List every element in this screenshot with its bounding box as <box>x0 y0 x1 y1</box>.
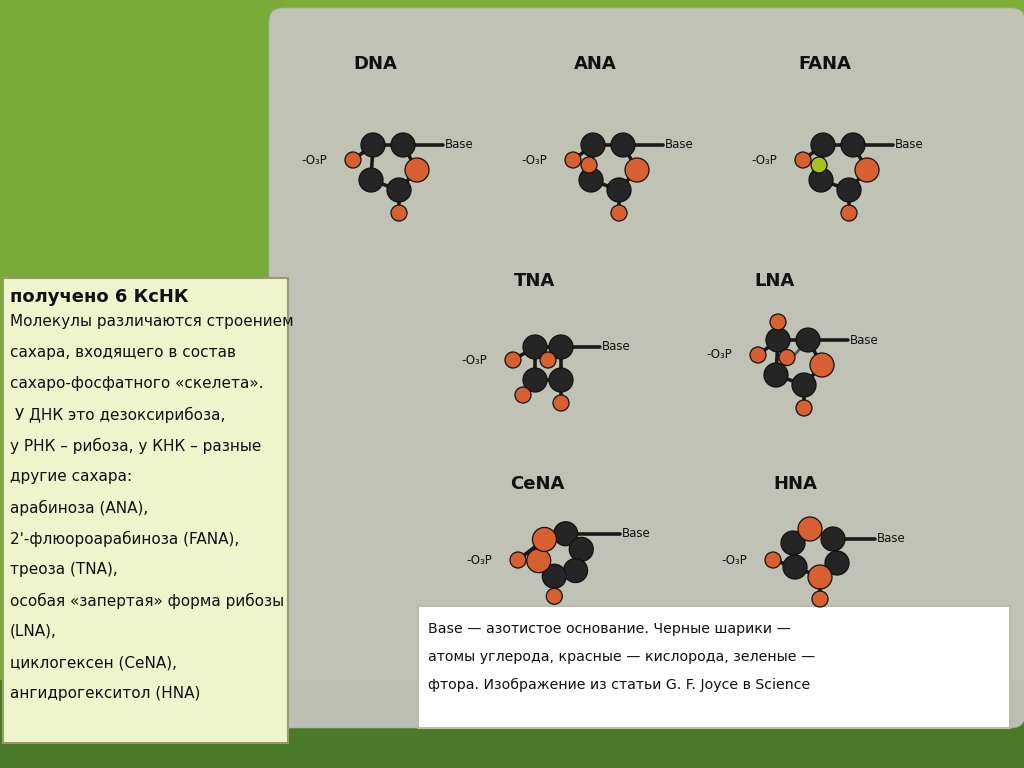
Circle shape <box>581 133 605 157</box>
Text: TNA: TNA <box>514 272 556 290</box>
Circle shape <box>569 538 593 561</box>
Circle shape <box>607 178 631 202</box>
Circle shape <box>779 349 795 366</box>
Circle shape <box>750 347 766 363</box>
Circle shape <box>543 564 566 588</box>
Circle shape <box>783 555 807 579</box>
Circle shape <box>764 363 788 387</box>
Circle shape <box>547 588 562 604</box>
Circle shape <box>611 133 635 157</box>
Text: у РНК – рибоза, у КНК – разные: у РНК – рибоза, у КНК – разные <box>10 438 261 454</box>
Circle shape <box>821 527 845 551</box>
Text: получено 6 КсНК: получено 6 КсНК <box>10 288 188 306</box>
Text: арабиноза (ANA),: арабиноза (ANA), <box>10 500 148 516</box>
Text: Base: Base <box>895 138 924 151</box>
Circle shape <box>523 335 547 359</box>
Text: LNA: LNA <box>755 272 795 290</box>
Circle shape <box>526 548 551 573</box>
Text: особая «запертая» форма рибозы: особая «запертая» форма рибозы <box>10 593 284 609</box>
Text: циклогексен (CeNA),: циклогексен (CeNA), <box>10 655 177 670</box>
Text: У ДНК это дезоксирибоза,: У ДНК это дезоксирибоза, <box>10 407 225 423</box>
Text: Base — азотистое основание. Черные шарики —: Base — азотистое основание. Черные шарик… <box>428 622 791 636</box>
Circle shape <box>387 178 411 202</box>
Circle shape <box>540 352 556 368</box>
Circle shape <box>811 157 827 173</box>
Circle shape <box>812 591 828 607</box>
Circle shape <box>406 158 429 182</box>
Circle shape <box>581 157 597 173</box>
Circle shape <box>796 400 812 416</box>
Circle shape <box>781 531 805 555</box>
Text: (LNA),: (LNA), <box>10 624 57 639</box>
Circle shape <box>345 152 361 168</box>
Text: ANA: ANA <box>573 55 616 73</box>
Text: сахара, входящего в состав: сахара, входящего в состав <box>10 345 236 360</box>
Bar <box>285 0 1024 280</box>
Circle shape <box>553 395 569 411</box>
Circle shape <box>766 328 790 352</box>
Circle shape <box>855 158 879 182</box>
Text: -O₃P: -O₃P <box>301 154 327 167</box>
Circle shape <box>810 353 834 377</box>
Circle shape <box>770 314 786 330</box>
Circle shape <box>359 168 383 192</box>
Circle shape <box>841 205 857 221</box>
Text: -O₃P: -O₃P <box>461 353 486 366</box>
Text: Base: Base <box>850 333 879 346</box>
Text: атомы углерода, красные — кислорода, зеленые —: атомы углерода, красные — кислорода, зел… <box>428 650 815 664</box>
Circle shape <box>563 558 588 583</box>
Circle shape <box>515 387 531 403</box>
Circle shape <box>532 528 556 551</box>
Circle shape <box>523 368 547 392</box>
Circle shape <box>765 552 781 568</box>
Circle shape <box>796 328 820 352</box>
Circle shape <box>792 373 816 397</box>
Text: сахаро-фосфатного «скелета».: сахаро-фосфатного «скелета». <box>10 376 263 391</box>
Circle shape <box>361 133 385 157</box>
Circle shape <box>549 335 573 359</box>
Text: HNA: HNA <box>773 475 817 493</box>
Text: Base: Base <box>602 340 631 353</box>
Text: DNA: DNA <box>353 55 397 73</box>
FancyBboxPatch shape <box>269 8 1024 728</box>
Bar <box>0 680 1024 768</box>
Text: 2'-флюороарабиноза (FANA),: 2'-флюороарабиноза (FANA), <box>10 531 240 547</box>
Circle shape <box>625 158 649 182</box>
Circle shape <box>549 368 573 392</box>
Circle shape <box>825 551 849 575</box>
Text: FANA: FANA <box>799 55 851 73</box>
Circle shape <box>837 178 861 202</box>
Circle shape <box>811 133 835 157</box>
Text: треоза (TNA),: треоза (TNA), <box>10 562 118 577</box>
Circle shape <box>808 565 831 589</box>
Circle shape <box>795 152 811 168</box>
Circle shape <box>510 552 526 568</box>
Text: другие сахара:: другие сахара: <box>10 469 132 484</box>
Text: -O₃P: -O₃P <box>521 154 547 167</box>
Circle shape <box>611 205 627 221</box>
Circle shape <box>391 133 415 157</box>
Text: CeNA: CeNA <box>510 475 564 493</box>
Text: Base: Base <box>665 138 693 151</box>
Text: -O₃P: -O₃P <box>721 554 746 567</box>
Circle shape <box>554 521 578 546</box>
Text: ангидрогекситол (HNA): ангидрогекситол (HNA) <box>10 686 201 701</box>
Circle shape <box>579 168 603 192</box>
Circle shape <box>841 133 865 157</box>
Circle shape <box>809 168 833 192</box>
Circle shape <box>565 152 581 168</box>
Text: -O₃P: -O₃P <box>751 154 777 167</box>
Bar <box>3 278 288 743</box>
Text: -O₃P: -O₃P <box>466 554 492 567</box>
Text: Молекулы различаются строением: Молекулы различаются строением <box>10 314 294 329</box>
Text: Base: Base <box>622 528 650 540</box>
Circle shape <box>505 352 521 368</box>
Text: Base: Base <box>445 138 474 151</box>
Bar <box>418 606 1010 728</box>
Text: -O₃P: -O₃P <box>706 349 732 362</box>
Text: фтора. Изображение из статьи G. F. Joyce в Science: фтора. Изображение из статьи G. F. Joyce… <box>428 678 810 692</box>
Circle shape <box>798 517 822 541</box>
Text: Base: Base <box>877 532 906 545</box>
Circle shape <box>391 205 407 221</box>
